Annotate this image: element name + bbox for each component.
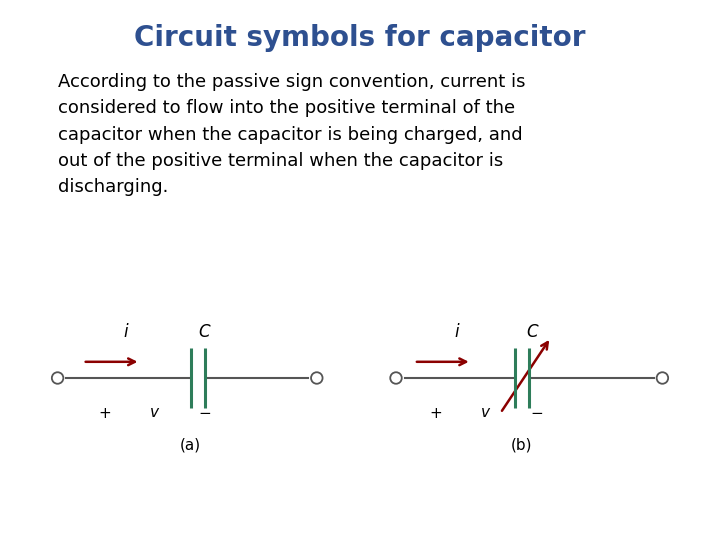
- Text: +: +: [98, 406, 111, 421]
- Text: $i$: $i$: [122, 323, 130, 341]
- Text: +: +: [429, 406, 442, 421]
- Text: According to the passive sign convention, current is
considered to flow into the: According to the passive sign convention…: [58, 73, 525, 197]
- Text: −: −: [530, 406, 543, 421]
- Text: $C$: $C$: [526, 323, 539, 341]
- Text: $v$: $v$: [149, 406, 161, 420]
- Text: −: −: [199, 406, 212, 421]
- Text: $C$: $C$: [199, 323, 212, 341]
- Text: (b): (b): [511, 438, 533, 453]
- Text: $v$: $v$: [480, 406, 492, 420]
- Text: Circuit symbols for capacitor: Circuit symbols for capacitor: [134, 24, 586, 52]
- Text: (a): (a): [180, 438, 202, 453]
- Text: $i$: $i$: [454, 323, 461, 341]
